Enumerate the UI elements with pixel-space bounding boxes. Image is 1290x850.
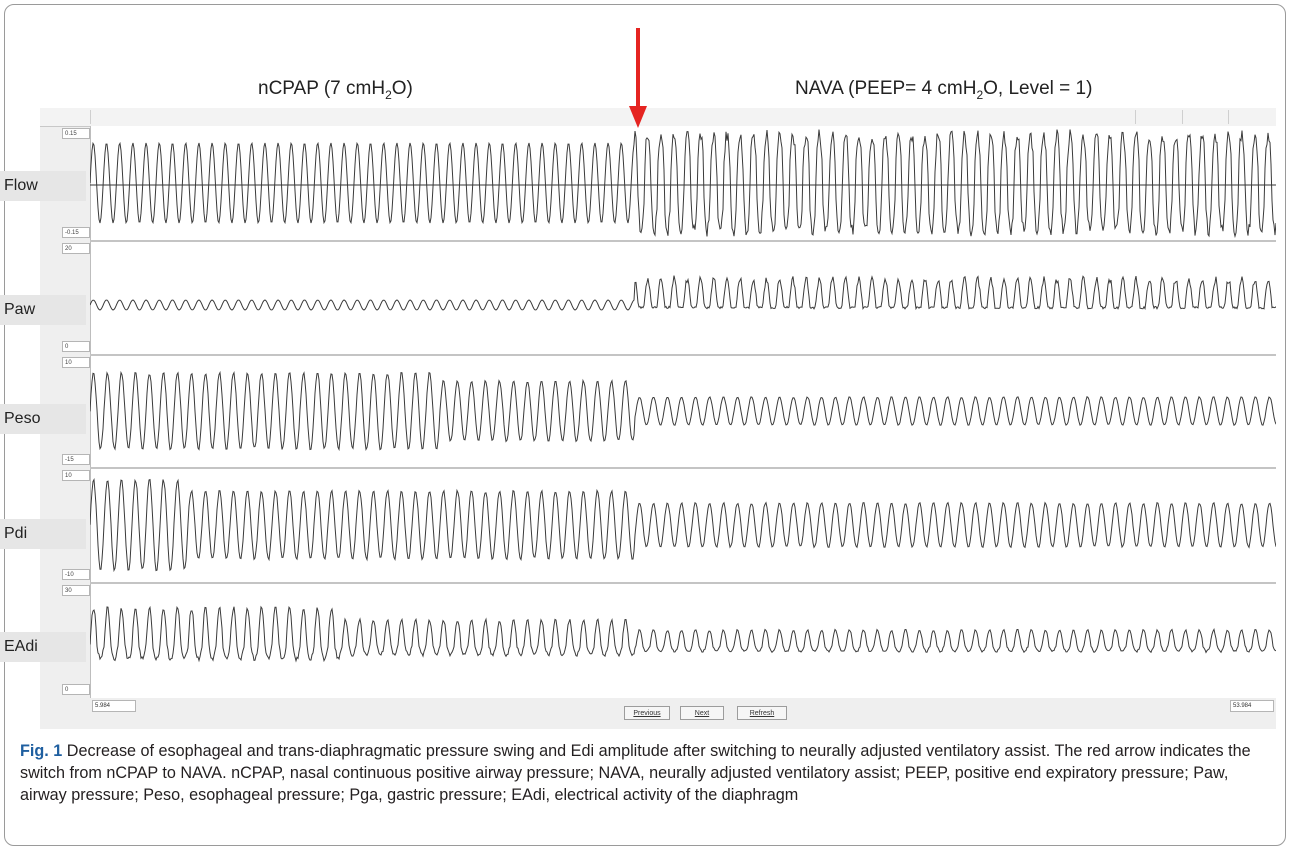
eadi-scale-top[interactable]: 30: [62, 585, 90, 596]
nava-header: NAVA (PEEP= 4 cmH2O, Level = 1): [795, 78, 1092, 102]
waveform-traces: [90, 129, 1276, 663]
toolbar-divider: [1182, 110, 1183, 124]
nava-header-sub: 2: [976, 87, 984, 102]
paw-scale-bottom[interactable]: 0: [62, 341, 90, 352]
peso-scale-bottom[interactable]: -15: [62, 454, 90, 465]
channel-separator: [90, 467, 1276, 469]
ncpap-header-text: nCPAP (7 cmH: [258, 78, 386, 99]
toolbar-divider: [1135, 110, 1136, 124]
channel-separator: [90, 354, 1276, 356]
paw-waveform: [90, 275, 1276, 311]
channel-label-flow: Flow: [0, 171, 86, 201]
peso-scale-top[interactable]: 10: [62, 357, 90, 368]
channel-label-eadi: EAdi: [0, 632, 86, 662]
figure-label: Fig. 1: [20, 742, 63, 760]
toolbar-divider: [90, 110, 91, 124]
channel-separator: [90, 240, 1276, 242]
toolbar-divider: [1228, 110, 1229, 124]
eadi-waveform: [90, 605, 1276, 663]
nava-header-text: NAVA (PEEP= 4 cmH: [795, 78, 977, 99]
recorder-toolbar: [40, 108, 1276, 127]
pdi-scale-top[interactable]: 10: [62, 470, 90, 481]
time-start-field[interactable]: 5.984: [92, 700, 136, 712]
flow-waveform: [90, 129, 1276, 239]
channel-label-pdi: Pdi: [0, 519, 86, 549]
channel-label-paw: Paw: [0, 295, 86, 325]
ncpap-header: nCPAP (7 cmH2O): [258, 78, 413, 102]
next-button[interactable]: Next: [680, 706, 724, 720]
previous-button[interactable]: Previous: [624, 706, 670, 720]
ncpap-header-suffix: O): [391, 78, 413, 99]
eadi-scale-bottom[interactable]: 0: [62, 684, 90, 695]
switch-arrow-shaft: [636, 28, 640, 110]
pdi-scale-bottom[interactable]: -10: [62, 569, 90, 580]
channel-separator: [90, 582, 1276, 584]
figure-caption: Fig. 1 Decrease of esophageal and trans-…: [20, 740, 1274, 806]
flow-scale-bottom[interactable]: -0.15: [62, 227, 90, 238]
pdi-waveform: [90, 478, 1276, 573]
time-end-field[interactable]: 53.984: [1230, 700, 1274, 712]
channel-label-peso: Peso: [0, 404, 86, 434]
refresh-button[interactable]: Refresh: [737, 706, 787, 720]
nava-header-suffix: O, Level = 1): [983, 78, 1093, 99]
caption-text: Decrease of esophageal and trans-diaphra…: [20, 742, 1251, 804]
paw-scale-top[interactable]: 20: [62, 243, 90, 254]
ncpap-header-sub: 2: [385, 87, 392, 102]
flow-scale-top[interactable]: 0.15: [62, 128, 90, 139]
trace-area: [90, 126, 1277, 698]
peso-waveform: [90, 370, 1276, 452]
arrow-down-icon: [629, 106, 647, 128]
